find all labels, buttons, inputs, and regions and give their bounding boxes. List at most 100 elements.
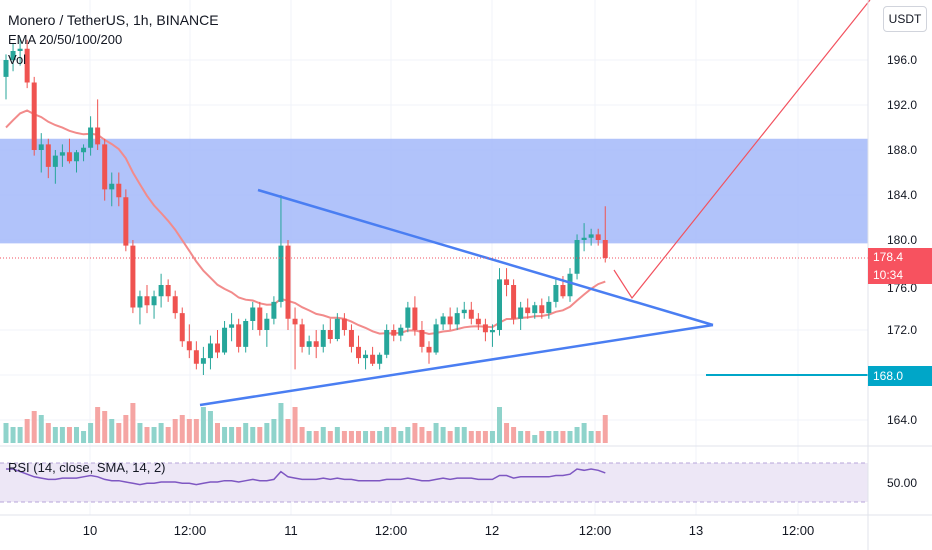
- rsi-tick-label: 50.00: [887, 476, 917, 490]
- rsi-legend[interactable]: RSI (14, close, SMA, 14, 2): [8, 460, 166, 475]
- candle-body: [10, 51, 16, 60]
- volume-bar: [116, 423, 122, 443]
- volume-bar: [511, 427, 517, 443]
- candle-body: [377, 354, 383, 364]
- candle-body: [412, 307, 418, 330]
- candle-body: [313, 341, 319, 347]
- candle-body: [52, 155, 58, 167]
- candle-body: [356, 346, 361, 359]
- volume-bar: [264, 423, 270, 443]
- volume-bar: [17, 427, 23, 443]
- candle-body: [193, 350, 199, 364]
- candle-body: [440, 316, 446, 325]
- candle-body: [130, 245, 136, 308]
- volume-bar: [200, 407, 206, 443]
- volume-bar: [398, 431, 404, 443]
- candle-body: [88, 127, 94, 148]
- price-tick-label: 172.0: [887, 323, 917, 337]
- currency-button[interactable]: USDT: [883, 6, 927, 32]
- candle-body: [229, 324, 235, 328]
- volume-bar: [222, 427, 228, 443]
- candle-body: [165, 285, 171, 297]
- volume-bar: [306, 431, 312, 443]
- volume-bar: [560, 431, 566, 443]
- volume-bar: [574, 427, 580, 443]
- volume-bar: [341, 431, 347, 443]
- candle-body: [306, 341, 312, 347]
- time-tick-label: 12:00: [174, 523, 207, 538]
- candle-body: [95, 127, 101, 145]
- candle-body: [433, 324, 439, 353]
- price-tick-label: 196.0: [887, 53, 917, 67]
- volume-bar: [497, 407, 502, 443]
- candle-body: [186, 341, 192, 351]
- volume-bar: [363, 431, 369, 443]
- candle-body: [588, 234, 594, 238]
- candle-body: [468, 309, 474, 319]
- candle-body: [250, 307, 256, 321]
- volume-bar: [144, 427, 150, 443]
- candle-body: [602, 240, 608, 258]
- ema-line: [5, 109, 606, 336]
- candle-body: [475, 318, 481, 325]
- candle-body: [271, 301, 277, 319]
- candle-body: [137, 296, 143, 308]
- candle-body: [461, 309, 467, 314]
- volume-bar: [229, 427, 235, 443]
- volume-bar: [334, 427, 340, 443]
- candle-body: [567, 273, 573, 297]
- candle-body: [581, 237, 587, 240]
- candle-body: [454, 313, 460, 325]
- candle-body: [215, 343, 220, 353]
- triangle-upper-line: [257, 188, 714, 327]
- volume-bar: [320, 427, 326, 443]
- volume-bar: [377, 431, 383, 443]
- volume-bar: [327, 431, 333, 443]
- time-tick-label: 10: [83, 523, 97, 538]
- candle-body: [320, 330, 326, 347]
- candle-body: [560, 285, 566, 297]
- rsi-line: [6, 468, 606, 486]
- level-price-label: 168.0: [868, 366, 932, 386]
- volume-bar: [440, 427, 446, 443]
- volume-bar: [348, 431, 354, 443]
- candle-body: [299, 324, 305, 347]
- candle-body: [482, 324, 488, 333]
- candle-body: [144, 296, 150, 306]
- candle-body: [391, 330, 397, 336]
- candle-body: [66, 152, 72, 162]
- candle-body: [539, 305, 545, 314]
- volume-legend[interactable]: Vol: [8, 52, 27, 67]
- volume-bar: [81, 431, 87, 443]
- candle-body: [123, 197, 129, 246]
- volume-bar: [66, 427, 72, 443]
- candle-body: [497, 279, 502, 330]
- price-tick-label: 192.0: [887, 98, 917, 112]
- volume-bar: [489, 431, 495, 443]
- price-tick-partial: 176.0: [887, 281, 917, 295]
- volume-bar: [137, 423, 143, 443]
- volume-bar: [74, 427, 79, 443]
- ema-legend[interactable]: EMA 20/50/100/200: [8, 32, 123, 47]
- candle-body: [243, 321, 249, 347]
- candle-body: [405, 307, 411, 328]
- volume-bar: [193, 419, 199, 443]
- candle-body: [292, 318, 298, 325]
- rsi-band: [0, 463, 868, 502]
- candle-body: [116, 183, 122, 198]
- candle-body: [222, 327, 228, 353]
- candle-body: [285, 245, 291, 319]
- volume-bar: [179, 415, 185, 443]
- symbol-legend[interactable]: Monero / TetherUS, 1h, BINANCE: [8, 12, 219, 28]
- volume-bar: [539, 431, 545, 443]
- candle-body: [172, 296, 178, 314]
- time-tick-label: 12:00: [782, 523, 815, 538]
- volume-bar: [31, 411, 37, 443]
- projection-path: [613, 0, 871, 300]
- volume-bar: [475, 431, 481, 443]
- volume-bar: [165, 427, 171, 443]
- price-tick-label: 188.0: [887, 143, 917, 157]
- volume-bar: [109, 419, 115, 443]
- volume-bar: [482, 431, 488, 443]
